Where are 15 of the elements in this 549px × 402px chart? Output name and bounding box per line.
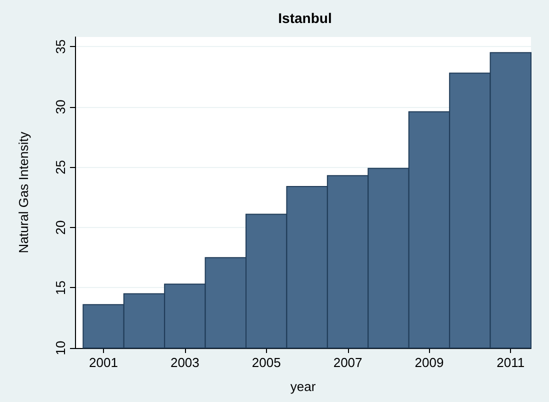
y-axis-title: Natural Gas Intensity (16, 131, 31, 254)
y-tick-label: 25 (53, 160, 68, 174)
y-tick-label: 35 (53, 39, 68, 54)
chart-title: Istanbul (278, 10, 332, 26)
y-tick-label: 10 (53, 340, 68, 356)
x-axis-title: year (290, 379, 316, 394)
x-tick-label: 2007 (333, 355, 362, 370)
x-tick-label: 2009 (414, 355, 444, 370)
x-tick-label: 2003 (170, 355, 200, 370)
y-tick-label: 20 (53, 220, 68, 235)
x-tick-label: 2005 (252, 355, 281, 370)
y-tick-label: 30 (53, 100, 68, 114)
x-tick-label: 2001 (89, 355, 118, 370)
y-tick-label: 15 (53, 280, 68, 295)
x-tick-label: 2011 (496, 355, 525, 370)
